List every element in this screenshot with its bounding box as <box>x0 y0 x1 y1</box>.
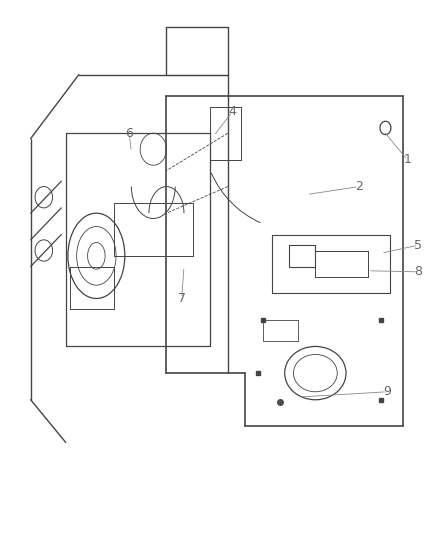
Text: 7: 7 <box>178 292 186 305</box>
Text: 6: 6 <box>125 127 133 140</box>
Text: 9: 9 <box>384 385 392 398</box>
Text: 5: 5 <box>414 239 422 252</box>
Text: 1: 1 <box>403 154 411 166</box>
Text: 4: 4 <box>228 106 236 118</box>
Text: 8: 8 <box>414 265 422 278</box>
Text: 2: 2 <box>355 180 363 193</box>
